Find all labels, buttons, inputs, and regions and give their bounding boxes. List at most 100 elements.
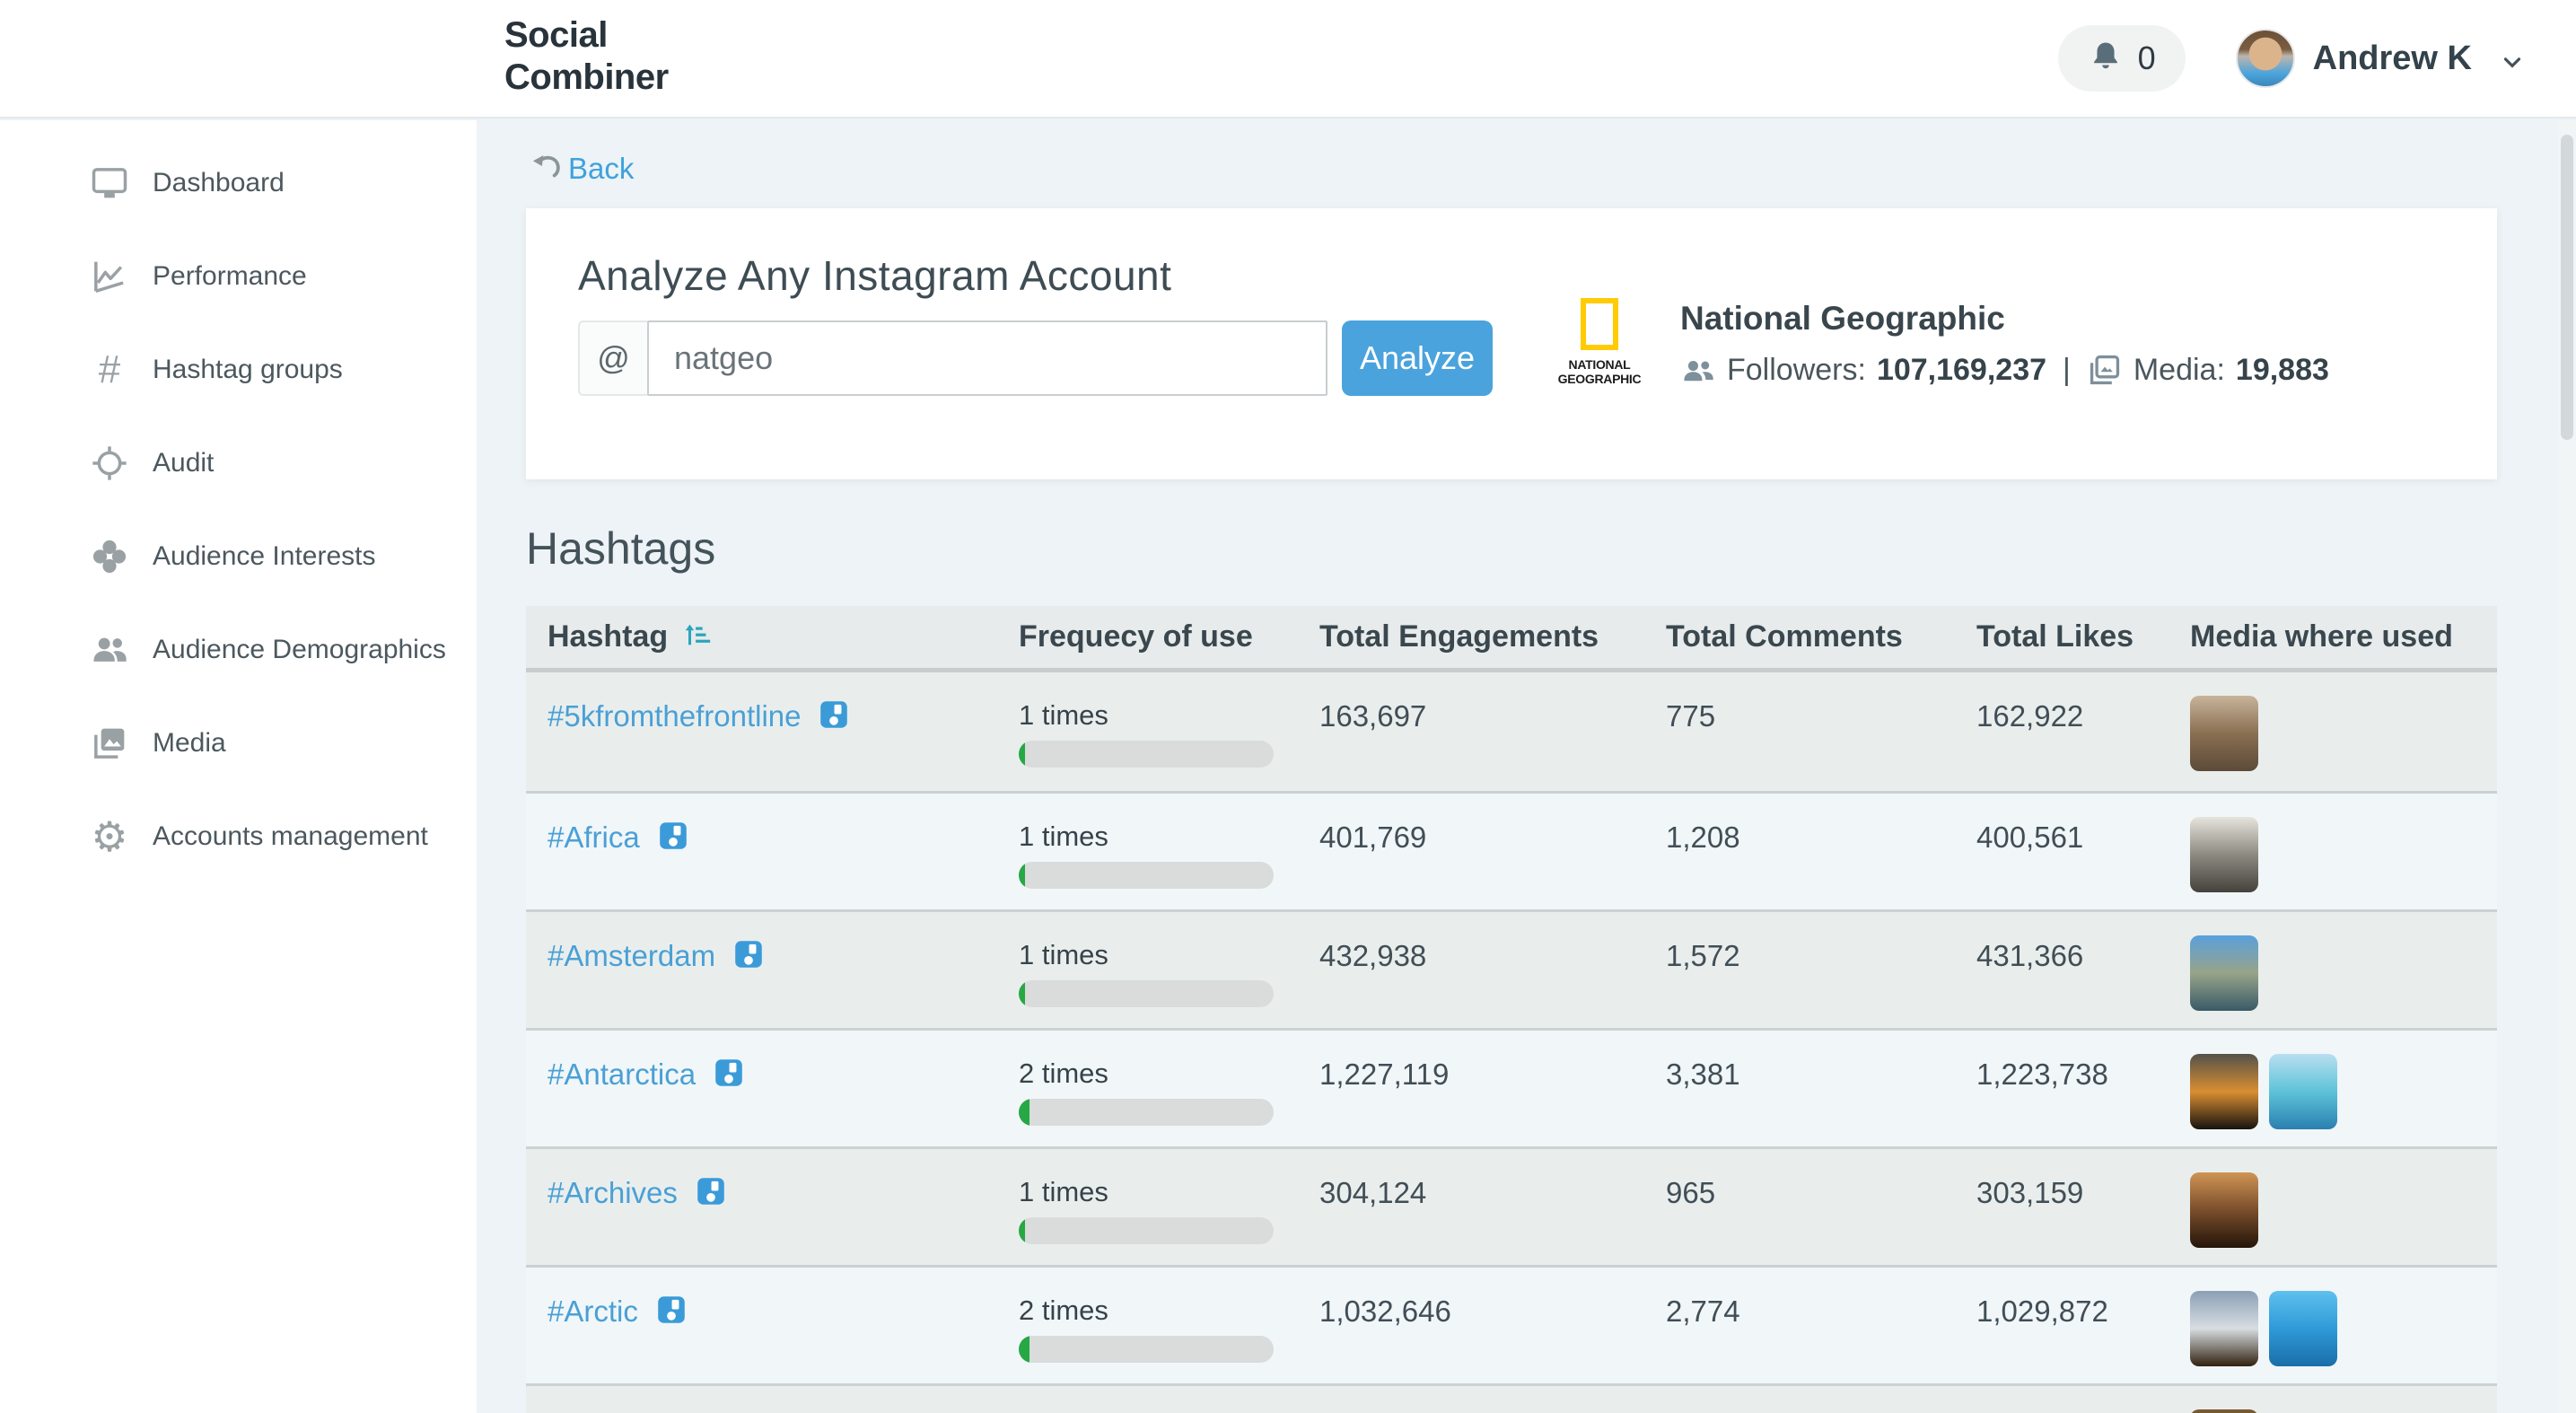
frequency-bar-fill: [1019, 1336, 1030, 1363]
sidebar-item-label: Audit: [153, 448, 215, 478]
save-icon[interactable]: [656, 819, 690, 857]
media-thumbnail[interactable]: [2269, 1054, 2337, 1129]
frequency-label: 2 times: [1019, 1058, 1108, 1089]
hashtag-link[interactable]: #5kfromthefrontline: [548, 699, 802, 733]
gear-icon: ⚙: [91, 812, 128, 861]
frequency-bar-fill: [1019, 741, 1025, 768]
sidebar-item-hashtag-groups[interactable]: # Hashtag groups: [0, 323, 477, 417]
likes-value: 1,029,872: [1976, 1295, 2108, 1328]
media-thumbnails: [2190, 1031, 2497, 1146]
likes-value: 185,365: [1976, 1386, 2190, 1413]
save-icon[interactable]: [654, 1293, 688, 1331]
engagements-value: 163,697: [1319, 699, 1427, 733]
hashtag-link[interactable]: #Archives: [548, 1176, 678, 1209]
likes-value: 1,223,738: [1976, 1058, 2108, 1091]
comments-value: 2,774: [1666, 1295, 1740, 1328]
followers-icon: [1680, 352, 1716, 389]
app-logo[interactable]: Social Combiner: [504, 14, 669, 99]
user-menu[interactable]: Andrew K: [2235, 29, 2526, 88]
sort-ascending-icon[interactable]: [682, 619, 713, 658]
column-header-frequency: Frequecy of use: [1019, 619, 1253, 654]
natgeo-yellow-frame-icon: [1581, 298, 1618, 350]
analyze-button[interactable]: Analyze: [1342, 320, 1493, 396]
media-count-label: Media:: [2133, 353, 2225, 387]
media-thumbnail[interactable]: [2190, 935, 2258, 1011]
sidebar-item-label: Audience Demographics: [153, 635, 446, 664]
hashtag-link[interactable]: #Arctic: [548, 1295, 638, 1328]
comments-value: 1,572: [1666, 939, 1740, 972]
natgeo-logo-text-2: GEOGRAPHIC: [1557, 372, 1642, 386]
logo-line-1: Social: [504, 15, 608, 55]
natgeo-logo-text-1: NATIONAL: [1568, 357, 1631, 372]
media-thumbnail[interactable]: [2190, 1054, 2258, 1129]
vertical-scrollbar[interactable]: [2558, 120, 2576, 1413]
natgeo-logo: NATIONAL GEOGRAPHIC: [1551, 298, 1648, 389]
table-body: #5kfromthefrontline 1 times 163,697 775 …: [526, 672, 2497, 1413]
sidebar-item-audience-interests[interactable]: Audience Interests: [0, 510, 477, 603]
media-thumbnails: [2190, 1149, 2497, 1265]
sidebar-item-dashboard[interactable]: Dashboard: [0, 136, 477, 230]
hashtags-section-title: Hashtags: [526, 523, 716, 574]
sidebar-item-accounts-management[interactable]: ⚙ Accounts management: [0, 790, 477, 883]
frequency-bar-fill: [1019, 980, 1025, 1007]
hashtag-link[interactable]: #Africa: [548, 821, 640, 854]
media-thumbnail[interactable]: [2269, 1291, 2337, 1366]
table-row: #Archives 1 times 304,124 965 303,159: [526, 1146, 2497, 1265]
frequency-label: 1 times: [1019, 939, 1108, 970]
frequency-bar-fill: [1019, 1099, 1030, 1126]
comments-value: 3,381: [1666, 1058, 1740, 1091]
save-icon[interactable]: [712, 1056, 746, 1094]
account-info: National Geographic Followers: 107,169,2…: [1680, 298, 2329, 389]
photo-library-icon: [90, 724, 129, 762]
analyze-input-row: @ Analyze: [578, 320, 1493, 396]
save-icon[interactable]: [732, 937, 766, 976]
sidebar-item-media[interactable]: Media: [0, 697, 477, 790]
engagements-value: 1,227,119: [1319, 1058, 1450, 1091]
save-icon[interactable]: [817, 698, 851, 736]
media-thumbnail[interactable]: [2190, 696, 2258, 771]
frequency-bar: [1019, 1217, 1274, 1244]
sidebar-item-audience-demographics[interactable]: Audience Demographics: [0, 603, 477, 697]
save-icon[interactable]: [694, 1174, 728, 1213]
likes-value: 162,922: [1976, 699, 2084, 733]
clover-icon: [90, 538, 129, 575]
column-header-media: Media where used: [2190, 619, 2453, 654]
chevron-down-icon: [2499, 48, 2526, 80]
analyze-card-title: Analyze Any Instagram Account: [578, 252, 1172, 299]
media-thumbnails: [2190, 912, 2497, 1028]
column-header-engagements: Total Engagements: [1319, 619, 1599, 654]
media-thumbnail[interactable]: [2190, 1291, 2258, 1366]
scrollbar-thumb[interactable]: [2561, 135, 2573, 440]
engagements-value: 432,938: [1319, 939, 1427, 972]
engagements-value: 186,076: [1319, 1386, 1666, 1413]
back-link[interactable]: Back: [530, 149, 634, 188]
engagements-value: 304,124: [1319, 1176, 1427, 1209]
media-thumbnail[interactable]: [2190, 1409, 2258, 1413]
sidebar-item-label: Dashboard: [153, 168, 285, 197]
frequency-bar-fill: [1019, 862, 1025, 889]
sidebar-item-audit[interactable]: Audit: [0, 417, 477, 510]
hashtag-link[interactable]: #Amsterdam: [548, 939, 716, 972]
account-stats: Followers: 107,169,237 | Media: 19,883: [1680, 352, 2329, 389]
analyze-card: Analyze Any Instagram Account @ Analyze …: [526, 208, 2497, 479]
hashtag-link[interactable]: #Antarctica: [548, 1058, 697, 1091]
table-row: 1 times 186,076 711 185,365: [526, 1383, 2497, 1413]
sidebar-item-label: Audience Interests: [153, 541, 376, 571]
notifications-count: 0: [2137, 39, 2156, 76]
media-thumbnail[interactable]: [2190, 1172, 2258, 1248]
media-thumbnail[interactable]: [2190, 817, 2258, 892]
table-row: #Amsterdam 1 times 432,938 1,572 431,366: [526, 909, 2497, 1028]
undo-arrow-icon: [530, 149, 566, 188]
engagements-value: 401,769: [1319, 821, 1427, 854]
media-thumbnails: [2190, 1386, 2497, 1413]
media-count-value: 19,883: [2235, 353, 2329, 387]
sidebar-item-performance[interactable]: Performance: [0, 230, 477, 323]
column-header-hashtag[interactable]: Hashtag: [526, 618, 1019, 656]
media-thumbnails: [2190, 672, 2497, 791]
notifications-button[interactable]: 0: [2057, 25, 2186, 92]
frequency-label: 2 times: [1019, 1295, 1108, 1326]
account-handle-input[interactable]: [647, 320, 1327, 396]
logo-line-2: Combiner: [504, 57, 669, 97]
sidebar-item-label: Performance: [153, 261, 307, 291]
